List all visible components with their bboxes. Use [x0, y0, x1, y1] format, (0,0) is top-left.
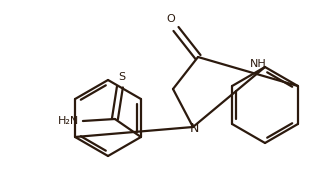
Text: S: S — [118, 72, 126, 82]
Text: H₂N: H₂N — [58, 116, 80, 126]
Text: O: O — [167, 14, 175, 24]
Text: NH: NH — [250, 58, 266, 68]
Text: N: N — [189, 122, 199, 134]
